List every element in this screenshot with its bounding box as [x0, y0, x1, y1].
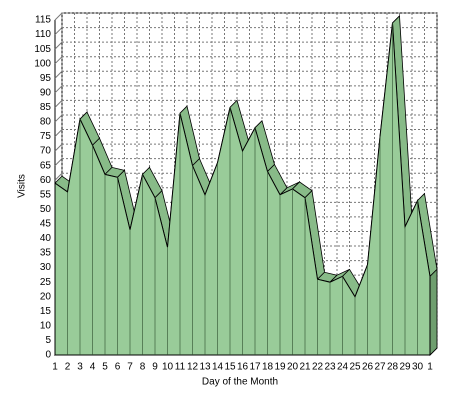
x-tick-label: 3: [77, 362, 83, 373]
x-tick-label: 14: [212, 362, 224, 373]
x-tick-label: 13: [199, 362, 211, 373]
grid-line-side: [54, 56, 63, 65]
x-tick-label: 24: [337, 362, 349, 373]
y-axis-label: Visits: [17, 174, 28, 198]
y-tick-label: 35: [40, 248, 52, 259]
x-tick-label: 8: [140, 362, 146, 373]
y-tick-label: 45: [40, 219, 52, 230]
y-tick-label: 100: [34, 58, 51, 69]
grid-line-side: [54, 158, 63, 167]
x-axis-label: Day of the Month: [202, 377, 278, 388]
grid-line-side: [54, 27, 63, 35]
y-tick-label: 5: [45, 335, 51, 346]
y-tick-label: 25: [40, 277, 52, 288]
area-side-face: [429, 268, 438, 356]
x-tick-label: 4: [90, 362, 96, 373]
y-tick-label: 90: [40, 87, 52, 98]
x-tick-label: 21: [299, 362, 311, 373]
y-tick-label: 30: [40, 262, 52, 273]
x-tick-label: 2: [65, 362, 71, 373]
x-tick-label: 12: [187, 362, 199, 373]
x-tick-label: 10: [162, 362, 174, 373]
x-tick-label: 28: [387, 362, 399, 373]
x-tick-label: 22: [312, 362, 324, 373]
grid-line-side: [54, 70, 63, 79]
x-tick-label: 1: [52, 362, 58, 373]
x-tick-label: 6: [115, 362, 121, 373]
grid-line-side: [54, 100, 63, 108]
x-tick-label: 5: [102, 362, 108, 373]
x-tick-label: 18: [262, 362, 274, 373]
y-tick-label: 20: [40, 291, 52, 302]
x-tick-label: 16: [237, 362, 249, 373]
grid-line-side: [54, 114, 63, 123]
x-tick-label: 29: [399, 362, 411, 373]
y-tick-label: 15: [40, 306, 52, 317]
grid-line-side: [54, 129, 63, 137]
y-tick-label: 65: [40, 160, 52, 171]
grid-line-side: [54, 172, 63, 181]
x-tick-label: 26: [362, 362, 374, 373]
x-tick-label: 19: [274, 362, 286, 373]
y-tick-label: 50: [40, 204, 52, 215]
y-tick-label: 60: [40, 175, 52, 186]
x-tick-label: 7: [127, 362, 133, 373]
y-tick-label: 110: [35, 29, 51, 40]
y-tick-label: 0: [45, 350, 51, 361]
y-tick-label: 85: [40, 102, 52, 113]
x-tick-label: 23: [324, 362, 336, 373]
x-tick-label: 30: [412, 362, 424, 373]
grid-line-side: [54, 85, 63, 94]
x-tick-label: 20: [287, 362, 299, 373]
y-tick-label: 55: [40, 189, 52, 200]
grid-line-side: [54, 143, 63, 152]
y-tick-label: 95: [40, 73, 52, 84]
y-tick-label: 80: [40, 117, 52, 128]
y-tick-label: 70: [40, 146, 52, 157]
y-tick-label: 40: [40, 233, 52, 244]
y-tick-label: 10: [40, 321, 52, 332]
y-tick-label: 75: [40, 131, 52, 142]
x-tick-label: 15: [224, 362, 236, 373]
x-tick-label: 9: [152, 362, 158, 373]
x-tick-label: 25: [349, 362, 361, 373]
grid-line-side: [54, 12, 63, 21]
grid-line-side: [54, 41, 63, 50]
x-tick-label: 17: [249, 362, 261, 373]
x-tick-label: 27: [374, 362, 386, 373]
x-tick-label: 1: [427, 362, 433, 373]
y-tick-label: 105: [34, 44, 51, 55]
y-tick-label: 115: [35, 15, 51, 26]
x-tick-label: 11: [175, 362, 186, 373]
